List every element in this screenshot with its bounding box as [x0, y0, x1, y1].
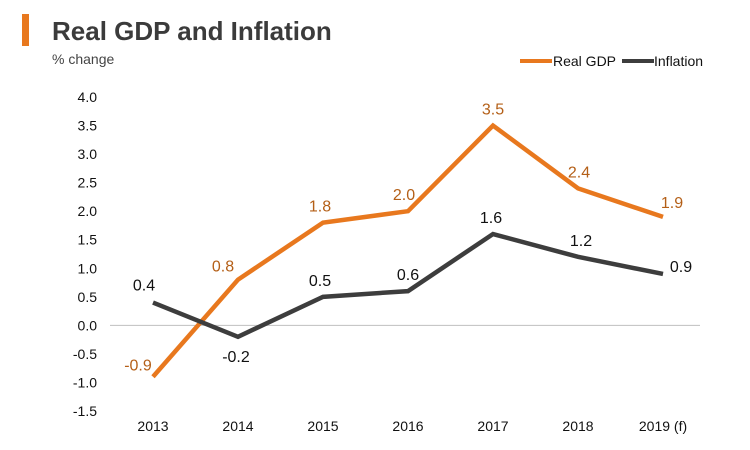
y-tick-label: 3.5 — [78, 118, 98, 134]
series-line-real-gdp — [151, 122, 664, 379]
data-labels: -0.9 0.8 1.8 2.0 3.5 2.4 1.9 0.4 -0.2 0.5 0.6 1.6 1.… — [124, 102, 692, 375]
y-tick-label: -1.0 — [73, 374, 97, 390]
y-tick-label: -1.5 — [73, 403, 97, 419]
chart-title: Real GDP and Inflation — [52, 16, 332, 46]
y-tick-label: 4.0 — [78, 89, 98, 105]
data-label-inflation: 1.6 — [480, 210, 502, 227]
y-tick-label: -0.5 — [73, 346, 97, 362]
y-axis: 4.0 3.5 3.0 2.5 2.0 1.5 1.0 0.5 0.0 -0.5 -1.0 -1.5 — [73, 89, 700, 419]
series-line-inflation — [152, 231, 664, 340]
x-tick-label: 2018 — [562, 418, 593, 434]
x-tick-label: 2017 — [477, 418, 508, 434]
data-label-inflation: 1.2 — [570, 233, 592, 250]
data-label-inflation: 0.9 — [670, 259, 692, 276]
x-tick-label: 2019 (f) — [639, 418, 687, 434]
y-tick-label: 1.0 — [78, 260, 98, 276]
y-tick-label: 2.5 — [78, 175, 98, 191]
x-axis: 2013 2014 2015 2016 2017 2018 2019 (f) — [137, 418, 687, 434]
y-tick-label: 0.0 — [78, 317, 98, 333]
series-layer — [151, 122, 664, 379]
y-tick-label: 1.5 — [78, 232, 98, 248]
data-label-inflation: 0.4 — [133, 278, 155, 295]
data-label-real-gdp: 2.0 — [393, 187, 415, 204]
y-tick-label: 2.0 — [78, 203, 98, 219]
data-label-inflation: 0.5 — [309, 273, 331, 290]
data-label-real-gdp: 1.8 — [309, 199, 331, 216]
title-accent-bar — [22, 14, 29, 46]
y-tick-label: 0.5 — [78, 289, 98, 305]
legend: Real GDP Inflation — [520, 53, 703, 69]
data-label-real-gdp: -0.9 — [124, 358, 152, 375]
data-label-real-gdp: 3.5 — [482, 102, 504, 119]
data-label-real-gdp: 0.8 — [212, 259, 234, 276]
x-tick-label: 2014 — [222, 418, 253, 434]
chart-subtitle: % change — [52, 51, 114, 67]
data-label-inflation: 0.6 — [397, 267, 419, 284]
x-tick-label: 2015 — [307, 418, 338, 434]
data-label-real-gdp: 2.4 — [568, 164, 590, 181]
data-label-real-gdp: 1.9 — [661, 195, 683, 212]
legend-label-real-gdp: Real GDP — [553, 53, 616, 69]
x-tick-label: 2013 — [137, 418, 168, 434]
legend-label-inflation: Inflation — [654, 53, 703, 69]
x-tick-label: 2016 — [392, 418, 423, 434]
data-label-inflation: -0.2 — [222, 349, 250, 366]
y-tick-label: 3.0 — [78, 146, 98, 162]
